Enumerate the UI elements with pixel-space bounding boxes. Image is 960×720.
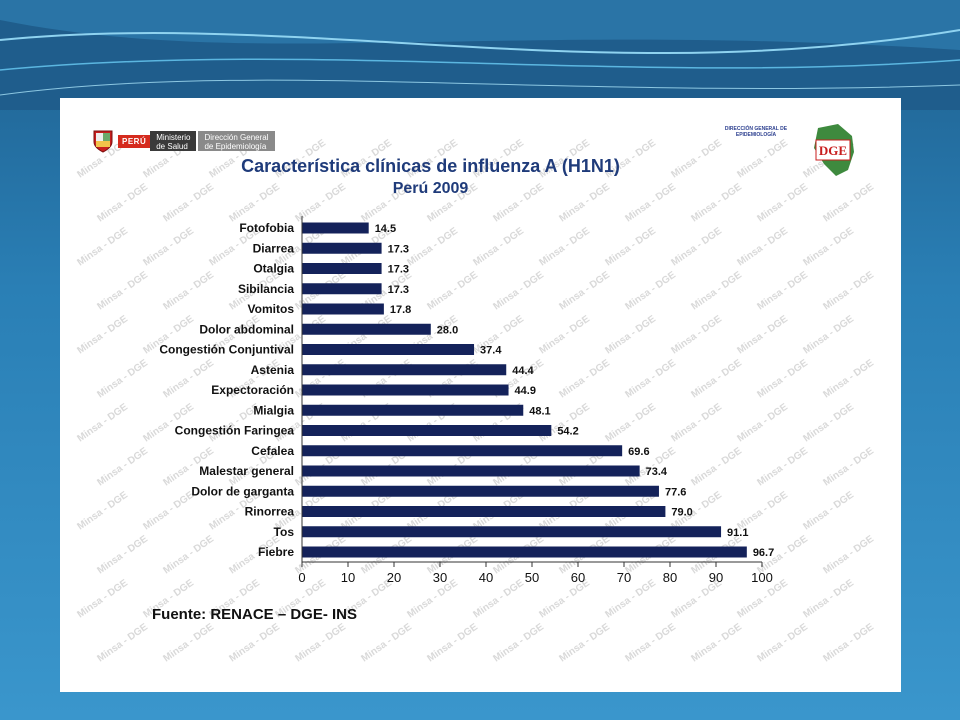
dge-logo-line1: DIRECCIÓN GENERAL DE (724, 126, 788, 132)
value-label: 91.1 (727, 527, 748, 539)
bar (302, 506, 666, 517)
category-label: Fotofobia (239, 221, 294, 235)
bar (302, 425, 552, 436)
x-tick-label: 80 (663, 570, 677, 585)
value-label: 17.8 (390, 304, 411, 316)
category-label: Cefalea (251, 444, 294, 458)
category-label: Diarrea (253, 241, 295, 255)
bar (302, 404, 524, 416)
bar (302, 242, 382, 254)
ministry-line2: de Salud (156, 142, 188, 151)
x-tick-label: 20 (387, 570, 401, 585)
bar (302, 445, 623, 457)
slide-panel: Minsa - DGE Minsa - DGE Minsa - DGE Minsa -… (60, 98, 901, 692)
value-label: 17.3 (388, 243, 409, 255)
dge-logo-line2: EPIDEMIOLOGÍA (735, 132, 777, 138)
bar (302, 303, 384, 315)
dge-logo-text: DIRECCIÓN GENERAL DE EPIDEMIOLOGÍA (704, 126, 808, 138)
category-label: Astenia (251, 363, 295, 377)
bar (302, 384, 509, 396)
value-label: 14.5 (375, 223, 396, 235)
x-tick-label: 0 (298, 570, 305, 585)
bar (302, 344, 475, 355)
value-label: 17.3 (388, 264, 409, 276)
bar (302, 222, 369, 234)
x-tick-label: 60 (571, 570, 585, 585)
ministry-name: Ministerio de Salud (150, 131, 197, 151)
value-label: 79.0 (671, 507, 692, 519)
category-label: Mialgia (253, 403, 294, 417)
category-label: Dolor abdominal (199, 322, 294, 336)
bar (302, 263, 382, 274)
category-label: Malestar general (199, 464, 294, 478)
value-label: 28.0 (437, 324, 458, 336)
bar (302, 546, 747, 558)
x-tick-label: 30 (433, 570, 447, 585)
x-tick-label: 100 (751, 570, 773, 585)
ministry-logo: PERÚ Ministerio de Salud Dirección Gener… (92, 126, 340, 156)
value-label: 17.3 (388, 284, 409, 296)
bar (302, 526, 722, 538)
value-label: 44.9 (515, 385, 536, 397)
category-label: Sibilancia (238, 282, 294, 296)
directorate-line2: de Epidemiología (204, 142, 267, 151)
header-wave-decoration (0, 0, 960, 110)
directorate-line1: Dirección General (204, 133, 269, 142)
x-tick-label: 50 (525, 570, 539, 585)
chart-title: Característica clínicas de influenza A (… (241, 156, 620, 176)
value-label: 37.4 (480, 345, 502, 357)
bar (302, 485, 659, 497)
peru-tag: PERÚ (118, 134, 151, 148)
category-label: Rinorrea (245, 505, 295, 519)
x-tick-label: 70 (617, 570, 631, 585)
bar (302, 323, 431, 335)
dge-logo-mark: DGE (819, 143, 847, 158)
peru-map-icon: DGE (814, 124, 854, 176)
chart-subtitle: Perú 2009 (392, 180, 469, 197)
value-label: 77.6 (665, 486, 686, 498)
category-label: Otalgia (253, 262, 294, 276)
category-label: Vomitos (248, 302, 295, 316)
watermark-layer: Minsa - DGE Minsa - DGE Minsa - DGE Minsa -… (75, 137, 876, 664)
category-label: Tos (274, 525, 295, 539)
category-label: Congestión Faringea (175, 424, 295, 438)
category-label: Expectoración (211, 383, 294, 397)
x-tick-label: 90 (709, 570, 723, 585)
source-note: Fuente: RENACE – DGE- INS (152, 606, 358, 623)
category-label: Congestión Conjuntival (159, 343, 294, 357)
category-label: Fiebre (258, 545, 294, 559)
directorate-name: Dirección General de Epidemiología (198, 131, 275, 151)
coat-of-arms-icon (93, 130, 113, 153)
ministry-line1: Ministerio (156, 133, 191, 142)
bar (302, 283, 382, 295)
value-label: 48.1 (529, 405, 550, 417)
bar-chart: Fotofobia 14.5 Diarrea 17.3 Otalgia 17.3 Sibil… (159, 216, 774, 585)
bar (302, 364, 507, 376)
value-label: 54.2 (557, 426, 578, 438)
x-tick-label: 10 (341, 570, 355, 585)
x-tick-label: 40 (479, 570, 493, 585)
value-label: 96.7 (753, 547, 774, 559)
value-label: 69.6 (628, 446, 649, 458)
value-label: 73.4 (646, 466, 668, 478)
bar (302, 465, 640, 477)
category-label: Dolor de garganta (191, 484, 294, 498)
value-label: 44.4 (512, 365, 534, 377)
